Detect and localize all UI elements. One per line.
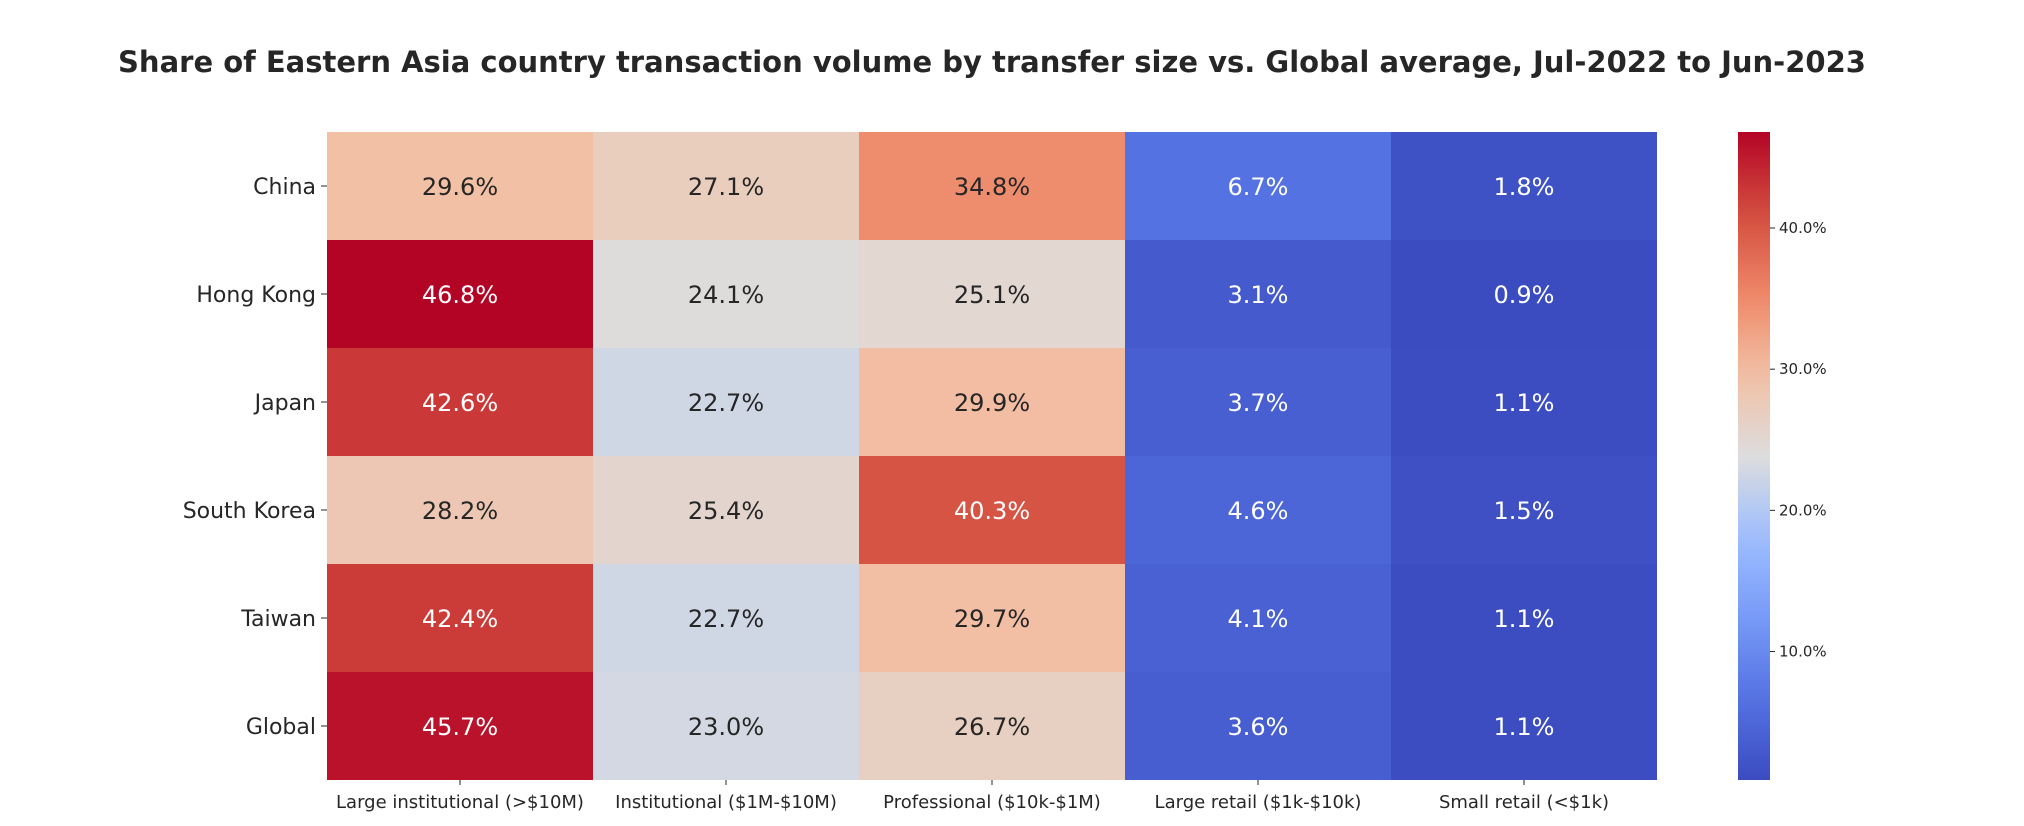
row-label: Japan — [253, 391, 316, 416]
cell-value-label: 40.3% — [954, 497, 1030, 525]
column-label: Small retail (<$1k) — [1439, 792, 1609, 813]
cell-value-label: 25.4% — [688, 497, 764, 525]
heatmap-cell — [1125, 672, 1391, 780]
heatmap-cell — [327, 564, 593, 672]
row-label: Taiwan — [240, 607, 316, 632]
cell-value-label: 0.9% — [1494, 281, 1555, 309]
cell-value-label: 6.7% — [1228, 173, 1289, 201]
heatmap-cell — [1391, 348, 1657, 456]
heatmap-cell — [327, 132, 593, 240]
cell-value-label: 42.6% — [422, 389, 498, 417]
column-label: Large retail ($1k-$10k) — [1155, 792, 1362, 813]
colorbar-tick-label: 20.0% — [1779, 501, 1827, 519]
colorbar-tick-label: 10.0% — [1779, 643, 1827, 661]
heatmap-cell — [859, 456, 1125, 564]
cell-value-label: 4.1% — [1228, 605, 1289, 633]
cell-value-label: 29.7% — [954, 605, 1030, 633]
heatmap-cell — [593, 564, 859, 672]
heatmap-cell — [327, 672, 593, 780]
chart-title: Share of Eastern Asia country transactio… — [118, 45, 1866, 79]
cell-value-label: 1.1% — [1494, 713, 1555, 741]
heatmap-cell — [859, 348, 1125, 456]
heatmap-cells: 29.6% 27.1% 34.8% 6.7% 1.8% 46.8% 24.1% 25.1% 3.… — [327, 132, 1657, 780]
cell-value-label: 28.2% — [422, 497, 498, 525]
cell-value-label: 3.7% — [1228, 389, 1289, 417]
cell-value-label: 22.7% — [688, 389, 764, 417]
row-labels: China Hong Kong Japan South Korea Taiwan Glob… — [183, 175, 327, 740]
heatmap-cell — [1391, 240, 1657, 348]
heatmap-cell — [1125, 456, 1391, 564]
column-label: Institutional ($1M-$10M) — [615, 792, 837, 813]
colorbar-tick-label: 30.0% — [1779, 360, 1827, 378]
cell-value-label: 22.7% — [688, 605, 764, 633]
row-label: South Korea — [183, 499, 316, 524]
column-label: Large institutional (>$10M) — [336, 792, 584, 813]
heatmap-cell — [1391, 672, 1657, 780]
cell-value-label: 45.7% — [422, 713, 498, 741]
cell-value-label: 29.6% — [422, 173, 498, 201]
cell-value-label: 26.7% — [954, 713, 1030, 741]
cell-value-label: 29.9% — [954, 389, 1030, 417]
heatmap-cell — [1391, 132, 1657, 240]
heatmap-cell — [1125, 240, 1391, 348]
colorbar-gradient — [1738, 132, 1770, 780]
row-label: China — [253, 175, 316, 200]
heatmap-cell — [1391, 564, 1657, 672]
heatmap-cell — [1125, 564, 1391, 672]
cell-value-label: 42.4% — [422, 605, 498, 633]
cell-value-label: 3.1% — [1228, 281, 1289, 309]
row-label: Hong Kong — [196, 283, 316, 308]
heatmap-cell — [1391, 456, 1657, 564]
heatmap-cell — [859, 564, 1125, 672]
column-labels: Large institutional (>$10M) Institutional… — [336, 780, 1609, 813]
cell-value-label: 1.5% — [1494, 497, 1555, 525]
cell-value-label: 1.1% — [1494, 389, 1555, 417]
heatmap-cell — [1125, 132, 1391, 240]
heatmap-cell — [1125, 348, 1391, 456]
heatmap-cell — [859, 672, 1125, 780]
heatmap-cell — [593, 132, 859, 240]
heatmap-cell — [859, 132, 1125, 240]
cell-value-label: 23.0% — [688, 713, 764, 741]
heatmap-cell — [327, 456, 593, 564]
cell-value-label: 1.1% — [1494, 605, 1555, 633]
column-label: Professional ($10k-$1M) — [883, 792, 1101, 813]
row-label: Global — [246, 715, 316, 740]
heatmap-cell — [327, 348, 593, 456]
cell-value-label: 3.6% — [1228, 713, 1289, 741]
colorbar: 10.0% 20.0% 30.0% 40.0% — [1738, 132, 1827, 780]
heatmap-cell — [327, 240, 593, 348]
heatmap-cell — [593, 456, 859, 564]
heatmap-cell — [593, 672, 859, 780]
cell-value-label: 46.8% — [422, 281, 498, 309]
cell-value-label: 24.1% — [688, 281, 764, 309]
cell-value-label: 25.1% — [954, 281, 1030, 309]
cell-value-label: 34.8% — [954, 173, 1030, 201]
cell-value-label: 1.8% — [1494, 173, 1555, 201]
cell-value-label: 4.6% — [1228, 497, 1289, 525]
heatmap-cell — [593, 240, 859, 348]
colorbar-tick-label: 40.0% — [1779, 219, 1827, 237]
heatmap-cell — [593, 348, 859, 456]
heatmap-cell — [859, 240, 1125, 348]
cell-value-label: 27.1% — [688, 173, 764, 201]
